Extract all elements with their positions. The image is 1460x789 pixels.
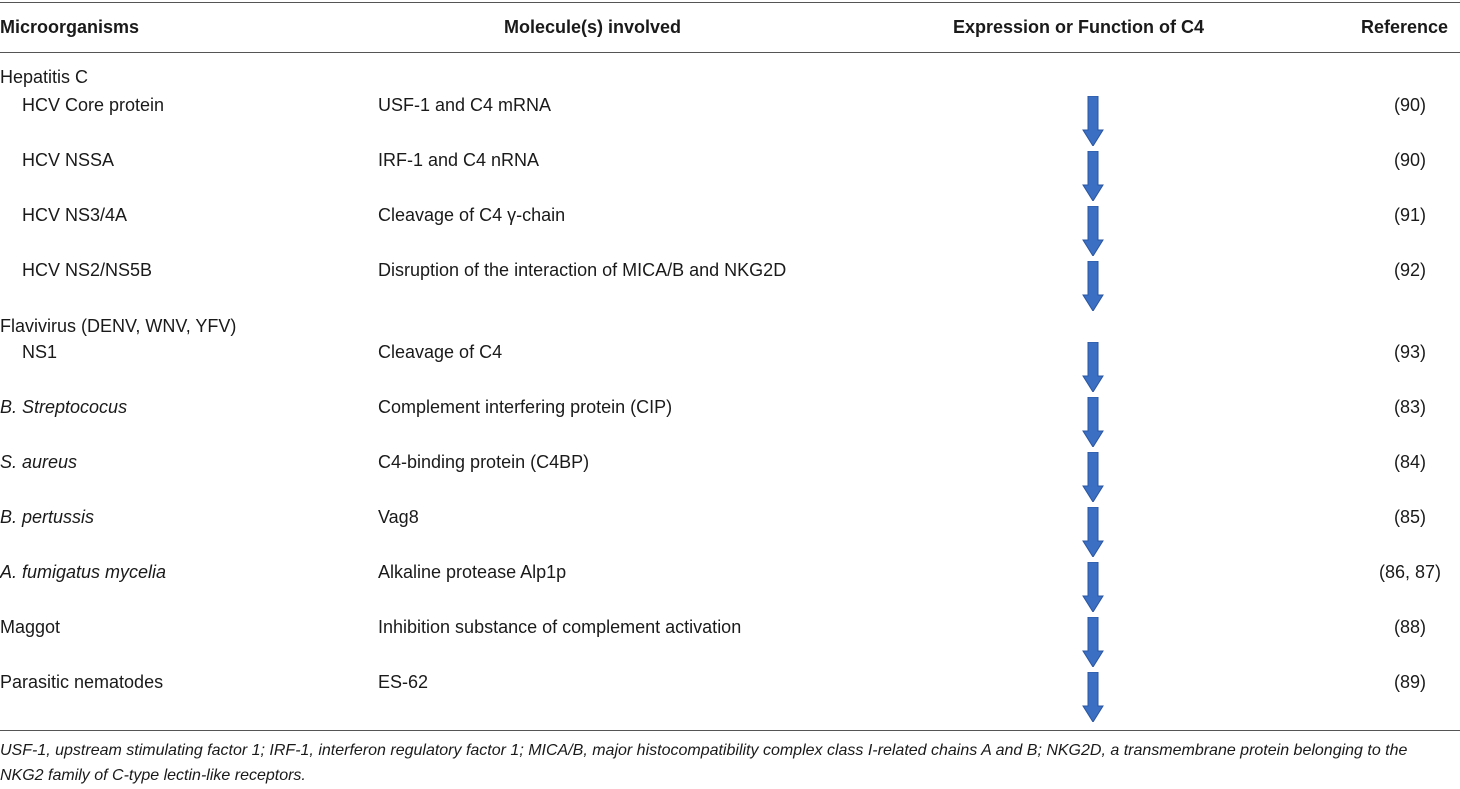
row-reference: (90) [1393,95,1426,115]
row-organism: HCV NS2/NS5B [22,260,153,280]
row-organism: Parasitic nematodes [0,672,164,692]
row-reference: (86, 87) [1378,562,1442,582]
row-reference: (91) [1393,205,1426,225]
table-footnote: USF-1, upstream stimulating factor 1; IR… [0,742,1408,784]
header-reference: Reference [1361,17,1449,37]
row-reference: (85) [1393,507,1426,527]
header-rule [0,52,1460,53]
group-label-hepatitis-c: Hepatitis C [0,67,89,87]
down-arrow-icon [1082,206,1104,256]
row-reference: (84) [1393,452,1426,472]
header-microorganisms: Microorganisms [0,17,140,37]
row-organism: NS1 [22,342,58,362]
row-molecule: ES-62 [378,672,429,692]
row-organism: B. pertussis [0,507,95,527]
down-arrow-icon [1082,261,1104,311]
row-reference: (92) [1393,260,1426,280]
row-reference: (93) [1393,342,1426,362]
header-expression: Expression or Function of C4 [953,17,1205,37]
group-label-flavivirus: Flavivirus (DENV, WNV, YFV) [0,316,237,336]
down-arrow-icon [1082,562,1104,612]
row-molecule: Vag8 [378,507,419,527]
header-molecules: Molecule(s) involved [504,17,682,37]
down-arrow-icon [1082,342,1104,392]
row-molecule: Cleavage of C4 [378,342,503,362]
row-organism: A. fumigatus mycelia [0,562,167,582]
down-arrow-icon [1082,672,1104,722]
row-organism: HCV NS3/4A [22,205,128,225]
row-molecule: Complement interfering protein (CIP) [378,397,673,417]
row-molecule: Inhibition substance of complement activ… [378,617,742,637]
row-organism: HCV NSSA [22,150,115,170]
bottom-rule [0,730,1460,731]
row-organism: B. Streptococus [0,397,128,417]
down-arrow-icon [1082,96,1104,146]
row-organism: HCV Core protein [22,95,165,115]
row-reference: (88) [1393,617,1426,637]
down-arrow-icon [1082,617,1104,667]
down-arrow-icon [1082,151,1104,201]
row-molecule: Cleavage of C4 γ-chain [378,205,566,225]
row-reference: (83) [1393,397,1426,417]
down-arrow-icon [1082,397,1104,447]
row-organism: S. aureus [0,452,78,472]
row-molecule: IRF-1 and C4 nRNA [378,150,540,170]
row-reference: (90) [1393,150,1426,170]
row-reference: (89) [1393,672,1426,692]
top-rule [0,2,1460,3]
down-arrow-icon [1082,452,1104,502]
row-molecule: USF-1 and C4 mRNA [378,95,552,115]
down-arrow-icon [1082,507,1104,557]
row-molecule: C4-binding protein (C4BP) [378,452,590,472]
row-organism: Maggot [0,617,61,637]
row-molecule: Alkaline protease Alp1p [378,562,567,582]
row-molecule: Disruption of the interaction of MICA/B … [378,260,787,280]
